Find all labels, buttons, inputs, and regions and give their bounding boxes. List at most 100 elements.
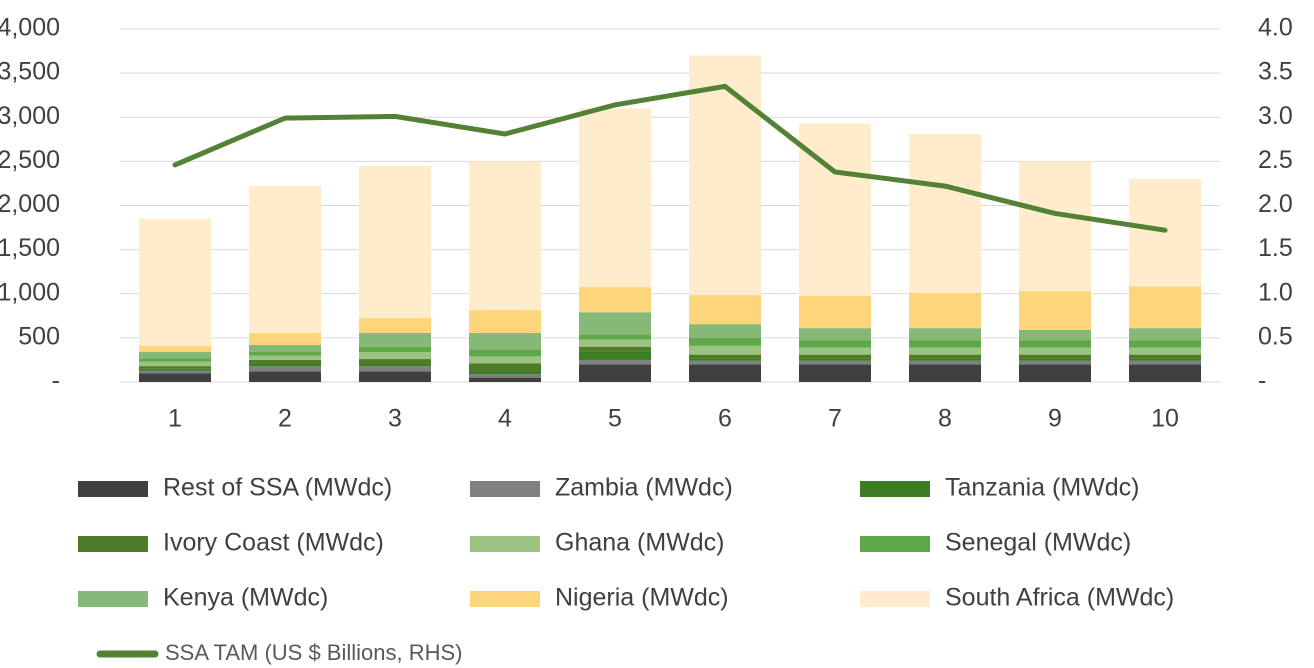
bar-segment <box>1129 340 1201 348</box>
bar-segment <box>139 361 211 367</box>
legend-label: South Africa (MWdc) <box>945 584 1174 612</box>
bar-segment <box>1019 347 1091 355</box>
bar-segment <box>579 351 651 360</box>
bar-segment <box>689 354 761 359</box>
legend-label: Ivory Coast (MWdc) <box>163 529 384 557</box>
bar-segment <box>909 134 981 293</box>
y2-tick-label: 3.0 <box>1258 102 1293 130</box>
y-tick-label: - <box>52 367 60 395</box>
bar-segment <box>469 377 541 382</box>
y-tick-label: 1,500 <box>0 234 60 262</box>
y2-tick-label: - <box>1258 367 1266 395</box>
bar-segment <box>359 333 431 347</box>
bar-segment <box>1019 358 1091 361</box>
bar-segment <box>249 366 321 372</box>
bar-segment <box>909 328 981 341</box>
legend-label: Kenya (MWdc) <box>163 584 328 612</box>
legend-swatch <box>78 481 148 497</box>
legend-label: Ghana (MWdc) <box>555 529 724 557</box>
y-tick-label: 500 <box>18 322 60 350</box>
bar-segment <box>469 333 541 350</box>
legend-label: Rest of SSA (MWdc) <box>163 474 392 502</box>
y2-tick-label: 4.0 <box>1258 14 1293 42</box>
bar-segment <box>469 363 541 371</box>
legend-label: Tanzania (MWdc) <box>945 474 1140 502</box>
legend-swatch <box>470 591 540 607</box>
bar-segment <box>799 354 871 359</box>
bar-segment <box>689 358 761 361</box>
y-tick-label: 3,000 <box>0 102 60 130</box>
bar-segment <box>469 349 541 357</box>
bar-segment <box>799 358 871 361</box>
bar-segment <box>249 333 321 345</box>
bar-segment <box>909 340 981 348</box>
bar-segment <box>139 366 211 369</box>
bar-segment <box>469 374 541 378</box>
bar-segment <box>689 55 761 296</box>
y2-tick-label: 2.5 <box>1258 146 1293 174</box>
bar-segment <box>359 165 431 319</box>
bar-segment <box>359 366 431 372</box>
bar-segment <box>1019 354 1091 359</box>
bar-segment <box>689 345 761 355</box>
bar-segment <box>579 108 651 288</box>
bar-segment <box>909 354 981 359</box>
x-tick-label: 9 <box>1048 405 1062 433</box>
bar-segment <box>909 292 981 329</box>
bar-segment <box>249 355 321 360</box>
bar-segment <box>139 351 211 359</box>
bar-segment <box>909 358 981 361</box>
legend-label: Zambia (MWdc) <box>555 474 733 502</box>
legend-swatch <box>470 481 540 497</box>
bar-segment <box>249 371 321 382</box>
line-series <box>172 83 1168 233</box>
bar-segment <box>359 318 431 334</box>
bar-segment <box>799 364 871 382</box>
x-tick-label: 5 <box>608 405 622 433</box>
bar-segment <box>359 363 431 367</box>
bar-segment <box>689 360 761 365</box>
bar-segment <box>799 328 871 341</box>
legend-swatch <box>78 591 148 607</box>
x-tick-label: 4 <box>498 405 512 433</box>
bar-segment <box>799 295 871 329</box>
bar-segment <box>1019 329 1091 341</box>
bar-segment <box>689 295 761 325</box>
bar-segment <box>139 368 211 371</box>
bar-segment <box>359 359 431 364</box>
bar-segment <box>689 324 761 338</box>
y2-tick-label: 1.0 <box>1258 278 1293 306</box>
legend-swatch <box>860 481 930 497</box>
x-tick-label: 8 <box>938 405 952 433</box>
bar-segment <box>1019 161 1091 292</box>
y-tick-label: 3,500 <box>0 58 60 86</box>
bar-segment <box>1129 358 1201 361</box>
bar-segment <box>909 364 981 382</box>
y-tick-label: 2,500 <box>0 146 60 174</box>
y2-tick-label: 0.5 <box>1258 322 1293 350</box>
bar-segment <box>799 360 871 365</box>
bar-segment <box>799 347 871 355</box>
bar-segment <box>1129 347 1201 355</box>
bar-segment <box>579 334 651 340</box>
bar-segment <box>579 364 651 382</box>
bar-segment <box>799 340 871 348</box>
legend-swatch <box>860 536 930 552</box>
bar-segment <box>1019 291 1091 330</box>
bar-segment <box>359 346 431 352</box>
bar-segment <box>1129 354 1201 359</box>
bar-segment <box>249 344 321 352</box>
bar-segment <box>469 356 541 364</box>
bar-segment <box>469 161 541 311</box>
bar-segment <box>139 218 211 346</box>
bar-segment <box>1129 364 1201 382</box>
bar-segment <box>139 370 211 374</box>
bar-segment <box>1129 360 1201 365</box>
bar-segment <box>1129 328 1201 341</box>
y2-tick-label: 1.5 <box>1258 234 1293 262</box>
bar-segment <box>1019 340 1091 348</box>
y2-tick-label: 2.0 <box>1258 190 1293 218</box>
bar-segment <box>139 345 211 352</box>
x-tick-label: 7 <box>828 405 842 433</box>
